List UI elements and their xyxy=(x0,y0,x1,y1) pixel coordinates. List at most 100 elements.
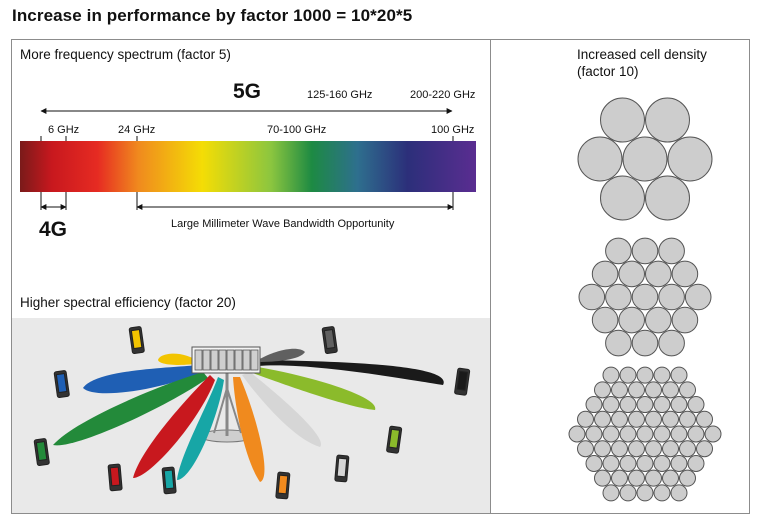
beam-green-dark xyxy=(53,372,208,446)
cell-density-panel xyxy=(490,39,750,514)
cell-small xyxy=(611,469,628,487)
cell-medium xyxy=(671,306,699,334)
cell-small xyxy=(602,484,620,502)
cell-small xyxy=(670,425,688,443)
spectrum-bar xyxy=(20,141,476,192)
beam-teal xyxy=(177,377,224,480)
cell-small xyxy=(602,396,620,414)
cell-small xyxy=(679,469,696,487)
cell-small xyxy=(594,410,611,428)
cell-medium xyxy=(645,306,672,334)
phone-lightgrey xyxy=(334,454,350,483)
cell-small xyxy=(670,396,688,414)
beam-grey xyxy=(258,348,305,362)
cell-small xyxy=(585,396,603,414)
cell-medium xyxy=(671,260,699,288)
cell-small xyxy=(653,454,671,472)
antenna-leg-right xyxy=(226,387,242,434)
cell-small xyxy=(628,410,645,428)
cell-small xyxy=(645,410,662,428)
cell-small xyxy=(594,440,611,458)
beam-yellow xyxy=(158,353,200,365)
cell-cluster-medium xyxy=(578,237,712,357)
cell-medium xyxy=(605,283,632,311)
cell-medium xyxy=(591,260,619,288)
tick-label-70-100ghz: 70-100 GHz xyxy=(267,124,327,136)
cell-large xyxy=(577,136,623,182)
cell-medium xyxy=(591,306,619,334)
cell-small xyxy=(585,454,603,472)
cell-small xyxy=(662,410,679,428)
cell-small xyxy=(628,440,645,458)
tick-label-24ghz: 24 GHz xyxy=(118,124,156,136)
cell-small xyxy=(662,469,679,487)
cell-medium xyxy=(684,283,712,311)
beam-orange xyxy=(233,377,265,482)
phone-grey-top xyxy=(321,326,338,354)
cell-small xyxy=(679,440,696,458)
density-heading-line1: Increased cell density xyxy=(577,47,707,62)
cell-large xyxy=(600,175,645,221)
cell-small xyxy=(636,366,654,384)
phone-orange xyxy=(275,471,291,500)
cell-small xyxy=(653,425,671,443)
cell-small xyxy=(619,366,637,384)
cell-small xyxy=(594,469,611,487)
cell-small xyxy=(611,440,628,458)
cell-small xyxy=(653,484,671,502)
cell-small xyxy=(670,454,688,472)
cell-cluster-large xyxy=(577,97,713,221)
beam-blue xyxy=(83,365,200,394)
cell-medium xyxy=(658,237,685,265)
band-125-160: 125-160 GHz xyxy=(307,89,373,101)
cell-small xyxy=(628,381,645,399)
cell-small xyxy=(636,454,654,472)
cell-small xyxy=(568,425,586,443)
left-panel-border xyxy=(11,39,12,514)
phones xyxy=(33,326,471,500)
cell-large xyxy=(645,175,690,221)
cell-small xyxy=(653,396,671,414)
phone-yellow xyxy=(128,326,145,354)
cell-small xyxy=(611,381,628,399)
cell-small xyxy=(704,425,722,443)
tick-label-6ghz: 6 GHz xyxy=(48,124,80,136)
cell-medium xyxy=(578,283,606,311)
phone-blue xyxy=(53,370,70,398)
cell-small xyxy=(619,396,637,414)
cell-small xyxy=(653,366,671,384)
cell-medium xyxy=(631,237,659,265)
cell-small xyxy=(636,425,654,443)
phone-lightgreen xyxy=(386,425,403,454)
cell-small xyxy=(619,425,637,443)
page-title: Increase in performance by factor 1000 =… xyxy=(12,6,413,25)
label-5g: 5G xyxy=(233,80,262,103)
cell-small xyxy=(577,440,594,458)
cell-large xyxy=(667,136,713,182)
cell-small xyxy=(662,440,679,458)
mmwave-label: Large Millimeter Wave Bandwidth Opportun… xyxy=(171,218,395,230)
cell-small xyxy=(662,381,679,399)
cell-cluster-small xyxy=(568,366,722,502)
beam-black xyxy=(258,360,444,385)
cell-small xyxy=(602,454,620,472)
cell-medium xyxy=(631,329,659,357)
antenna-array xyxy=(191,346,261,374)
phone-red xyxy=(107,463,123,492)
cell-medium xyxy=(658,329,685,357)
cell-small xyxy=(645,469,662,487)
density-heading-line2: (factor 10) xyxy=(577,64,639,79)
label-4g: 4G xyxy=(39,218,68,241)
beams xyxy=(53,348,444,482)
cell-small xyxy=(696,440,713,458)
cell-small xyxy=(636,396,654,414)
cell-large xyxy=(645,97,690,143)
bottom-border xyxy=(11,513,491,514)
phone-green xyxy=(33,438,50,466)
cell-medium xyxy=(605,237,632,265)
cell-medium xyxy=(631,283,659,311)
cell-small xyxy=(585,425,603,443)
cell-small xyxy=(670,366,688,384)
cell-small xyxy=(577,410,594,428)
antenna-leg-left xyxy=(213,387,228,434)
